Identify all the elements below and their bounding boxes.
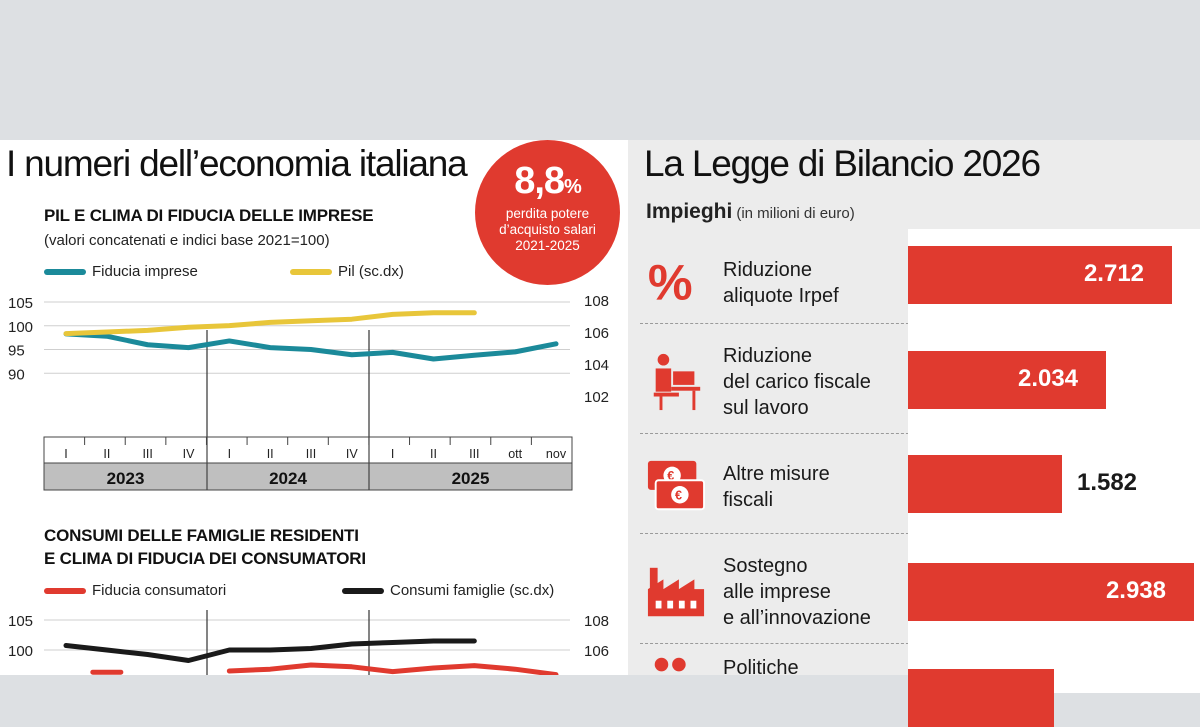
y-right-tick-label: 106 [584, 643, 609, 660]
impieghi-heading: Impieghi (in milioni di euro) [646, 200, 855, 223]
legend-swatch [342, 588, 384, 595]
bar [908, 246, 1172, 304]
bar-category-label: Politiche [723, 657, 799, 679]
x-tick-label: I [391, 447, 394, 461]
x-tick-label: II [267, 447, 274, 461]
chart1-title: PIL E CLIMA DI FIDUCIA DELLE IMPRESE [44, 206, 374, 225]
chart2-title-line2: E CLIMA DI FIDUCIA DEI CONSUMATORI [44, 549, 366, 568]
bar [908, 669, 1054, 727]
svg-text:€: € [667, 469, 674, 483]
y-left-tick-label: 100 [8, 643, 33, 660]
bar-value-label: 1.582 [1076, 469, 1138, 496]
x-year-label: 2023 [107, 469, 145, 488]
x-tick-label: II [103, 447, 110, 461]
x-tick-label: III [306, 447, 316, 461]
bar [908, 351, 1106, 409]
y-right-tick-label: 106 [584, 325, 609, 342]
bar-value-label: 2.712 [1083, 260, 1145, 287]
bar [908, 563, 1194, 621]
legend-consumi-famiglie: Consumi famiglie (sc.dx) [342, 582, 554, 599]
bar-row: Riduzione del carico fiscale sul lavoro 2.0… [640, 323, 1200, 433]
chart2-title: CONSUMI DELLE FAMIGLIE RESIDENTI [44, 526, 359, 545]
y-right-tick-label: 102 [584, 389, 609, 406]
legend-swatch [290, 269, 332, 276]
series-line [63, 638, 477, 663]
people-icon [654, 657, 686, 672]
series-line [63, 331, 559, 362]
x-axis-quarter-band [43, 436, 573, 464]
office-worker-icon [653, 353, 701, 411]
legend-fiducia-imprese: Fiducia imprese [44, 263, 198, 280]
bar-row: Sostegno alle imprese e all’innovazione 2.9… [640, 533, 1200, 643]
budget-title: La Legge di Bilancio 2026 [644, 143, 1041, 184]
x-tick-label: IV [346, 447, 358, 461]
legend-pil: Pil (sc.dx) [290, 263, 404, 280]
x-tick-label: II [430, 447, 437, 461]
y-right-tick-label: 108 [584, 613, 609, 630]
banknotes-icon: €€ [647, 460, 706, 511]
series-line [63, 310, 477, 337]
chart1-subtitle: (valori concatenati e indici base 2021=1… [44, 232, 330, 249]
legend-swatch [44, 269, 86, 276]
x-tick-label: I [228, 447, 231, 461]
bar-category-label: Riduzione aliquote Irpef [723, 259, 839, 307]
percent-icon: % [648, 253, 693, 309]
x-axis-year-band [43, 462, 573, 491]
bar-row: € € Altre misure fiscali 1.582 [640, 433, 1200, 533]
svg-text:%: % [648, 253, 693, 309]
y-left-tick-label: 100 [8, 319, 33, 336]
y-left-tick-label: 95 [8, 343, 25, 360]
badge-text: perdita potere d’acquisto salari 2021-20… [499, 206, 596, 253]
series-line [226, 662, 559, 675]
factory-icon [647, 567, 705, 617]
y-left-tick-label: 90 [8, 366, 25, 383]
bar-row: Politiche [640, 643, 1200, 727]
y-left-tick-label: 105 [8, 295, 33, 312]
x-tick-label: ott [508, 447, 522, 461]
badge-value: 8,8% [514, 160, 582, 202]
bar-value-label: 2.034 [1017, 365, 1079, 392]
bar-category-label: Sostegno alle imprese e all’innovazione [723, 555, 871, 629]
x-tick-label: I [64, 447, 67, 461]
x-year-label: 2024 [269, 469, 307, 488]
legend-swatch [44, 588, 86, 595]
bar-row: % Riduzione aliquote Irpef 2.712 [640, 229, 1200, 323]
y-right-tick-label: 108 [584, 293, 609, 310]
x-year-label: 2025 [452, 469, 490, 488]
x-tick-label: nov [546, 447, 567, 461]
legend-fiducia-consumatori: Fiducia consumatori [44, 582, 226, 599]
bar-category-label: Riduzione del carico fiscale sul lavoro [723, 345, 871, 419]
x-tick-label: III [142, 447, 152, 461]
x-tick-label: III [469, 447, 479, 461]
chart2-plot: 105 100 108 106 [8, 610, 609, 675]
bar [908, 455, 1062, 513]
page-title: I numeri dell’economia italiana [6, 143, 468, 184]
y-right-tick-label: 104 [584, 357, 609, 374]
x-tick-label: IV [183, 447, 195, 461]
bar-value-label: 2.938 [1105, 577, 1167, 604]
svg-text:€: € [675, 489, 682, 503]
salary-loss-badge: 8,8% perdita potere d’acquisto salari 20… [475, 140, 620, 285]
y-left-tick-label: 105 [8, 613, 33, 630]
bar-category-label: Altre misure fiscali [723, 463, 830, 511]
